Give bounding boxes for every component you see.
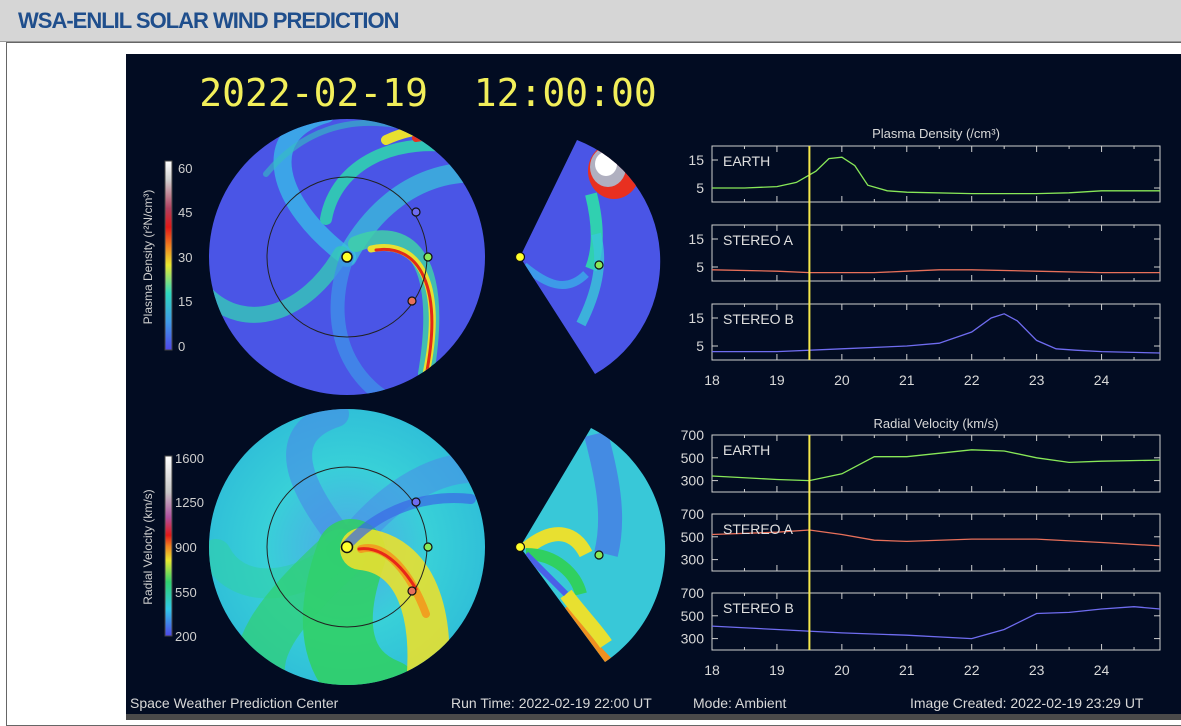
- y-tick-label: 5: [696, 259, 704, 275]
- stereo-b-marker: [411, 207, 421, 217]
- x-tick-label: 22: [964, 662, 980, 678]
- series-line-stereo-a: [711, 529, 1161, 547]
- timestamp: 2022-02-19 12:00:00: [199, 71, 657, 115]
- y-tick-label: 5: [696, 338, 704, 354]
- stereo-a-marker: [407, 296, 417, 306]
- enlil-graphic: 2022-02-19 12:00:00: [141, 71, 1161, 685]
- y-tick-label: 5: [696, 180, 704, 196]
- sun-marker: [341, 251, 353, 263]
- panel-label: EARTH: [723, 153, 770, 169]
- svg-text:Radial Velocity (km/s): Radial Velocity (km/s): [141, 489, 155, 604]
- y-tick-label: 300: [681, 473, 705, 489]
- footer-mode: Mode: Ambient: [693, 695, 787, 711]
- x-tick-label: 20: [834, 372, 850, 388]
- page-title: WSA-ENLIL SOLAR WIND PREDICTION: [18, 8, 399, 33]
- bottom-scroll-strip: [126, 714, 1181, 720]
- chart-panel-frame: [711, 592, 1161, 651]
- chart-panel-frame: [711, 224, 1161, 282]
- svg-text:Plasma Density (r²N/cm³): Plasma Density (r²N/cm³): [141, 190, 155, 325]
- x-tick-label: 24: [1094, 372, 1110, 388]
- chart-title: Radial Velocity (km/s): [874, 416, 999, 431]
- x-tick-label: 23: [1029, 372, 1045, 388]
- y-tick-label: 700: [681, 585, 705, 601]
- x-tick-label: 23: [1029, 662, 1045, 678]
- time-series-charts: Plasma Density (/cm³) 15 5 EARTH 15 5 STEREO A…: [681, 126, 1161, 678]
- y-tick-label: 500: [681, 450, 705, 466]
- y-tick-label: 500: [681, 608, 705, 624]
- chart-title: Plasma Density (/cm³): [872, 126, 1000, 141]
- density-colorbar: 60 45 30 15 0 Plasma Density (r²N/cm³): [141, 160, 192, 354]
- series-line-earth: [712, 156, 1160, 195]
- y-tick-label: 500: [681, 529, 705, 545]
- svg-text:45: 45: [178, 205, 192, 220]
- svg-text:0: 0: [178, 339, 185, 354]
- density-meridional-slice: [514, 140, 661, 374]
- earth-marker: [423, 252, 433, 262]
- velocity-ecliptic-disc: [209, 409, 485, 685]
- x-tick-label: 21: [899, 372, 915, 388]
- y-tick-label: 700: [681, 506, 705, 522]
- panel-label: EARTH: [723, 442, 770, 458]
- svg-text:1600: 1600: [175, 451, 204, 466]
- series-line-stereo-b: [712, 313, 1161, 354]
- y-tick-label: 700: [681, 427, 705, 443]
- y-tick-label: 15: [688, 310, 704, 326]
- svg-text:60: 60: [178, 161, 192, 176]
- chart-panel-frame: [711, 303, 1161, 361]
- enlil-image-panel: 2022-02-19 12:00:00: [126, 54, 1181, 720]
- panel-label: STEREO A: [723, 232, 794, 248]
- x-tick-label: 19: [769, 662, 785, 678]
- x-tick-label: 18: [704, 372, 720, 388]
- chart-panel-frame: [711, 145, 1161, 203]
- x-tick-label: 20: [834, 662, 850, 678]
- svg-text:30: 30: [178, 250, 192, 265]
- svg-text:1250: 1250: [175, 495, 204, 510]
- panel-label: STEREO B: [723, 600, 794, 616]
- x-tick-label: 24: [1094, 662, 1110, 678]
- svg-text:900: 900: [175, 540, 197, 555]
- chart-panel-frame: [711, 434, 1161, 493]
- panel-label: STEREO B: [723, 311, 794, 327]
- x-tick-label: 18: [704, 662, 720, 678]
- series-line-stereo-a: [711, 269, 1160, 274]
- x-tick-label: 21: [899, 662, 915, 678]
- footer-agency: Space Weather Prediction Center: [130, 695, 339, 711]
- velocity-colorbar: 1600 1250 900 550 200 Radial Velocity (k…: [141, 451, 204, 644]
- y-tick-label: 300: [681, 631, 705, 647]
- y-tick-label: 15: [688, 231, 704, 247]
- footer-run-time: Run Time: 2022-02-19 22:00 UT: [451, 695, 652, 711]
- svg-text:15: 15: [178, 294, 192, 309]
- page-header: WSA-ENLIL SOLAR WIND PREDICTION: [0, 0, 1181, 42]
- panel-label: STEREO A: [723, 521, 794, 537]
- density-ecliptic-disc: [209, 119, 485, 395]
- velocity-meridional-slice: [514, 428, 666, 662]
- y-tick-label: 15: [688, 152, 704, 168]
- x-tick-label: 19: [769, 372, 785, 388]
- series-line-earth: [711, 449, 1161, 482]
- y-tick-label: 300: [681, 552, 705, 568]
- svg-text:550: 550: [175, 585, 197, 600]
- svg-text:200: 200: [175, 629, 197, 644]
- x-tick-label: 22: [964, 372, 980, 388]
- series-line-stereo-b: [711, 606, 1161, 640]
- footer-image-created: Image Created: 2022-02-19 23:29 UT: [910, 695, 1144, 711]
- chart-panel-frame: [711, 513, 1161, 572]
